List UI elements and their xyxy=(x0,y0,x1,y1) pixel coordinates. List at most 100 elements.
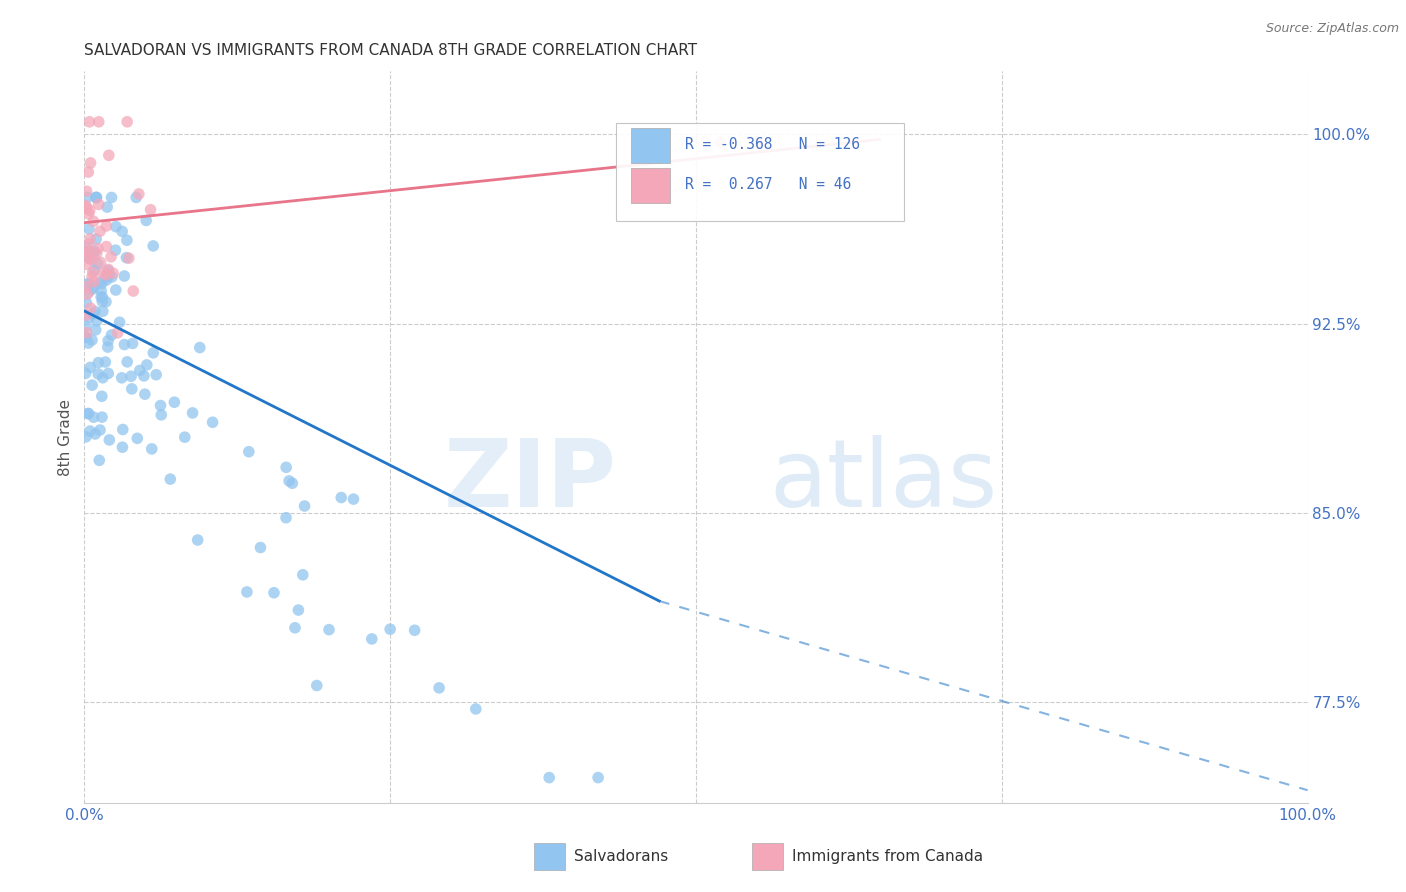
Point xyxy=(90,389,112,403)
Point xyxy=(77,222,100,236)
Point xyxy=(77,165,100,179)
Point xyxy=(96,239,118,253)
Point xyxy=(84,427,107,442)
Point xyxy=(96,219,118,233)
Point xyxy=(188,341,211,355)
Point xyxy=(238,444,260,458)
Point xyxy=(90,275,112,289)
Point xyxy=(97,269,120,284)
Point xyxy=(274,510,297,524)
Point xyxy=(97,340,120,354)
Point xyxy=(291,567,314,582)
Point xyxy=(134,387,156,401)
Point xyxy=(115,233,138,247)
Text: Salvadorans: Salvadorans xyxy=(574,849,668,863)
Point xyxy=(249,541,271,555)
Point xyxy=(89,453,111,467)
Point xyxy=(404,624,426,638)
Point xyxy=(145,368,167,382)
Point xyxy=(104,283,127,297)
Point xyxy=(278,474,301,488)
Point xyxy=(77,244,100,259)
Point xyxy=(104,243,127,257)
Text: R = -0.368   N = 126: R = -0.368 N = 126 xyxy=(685,137,860,152)
Point xyxy=(236,585,259,599)
Point xyxy=(75,257,97,271)
Point xyxy=(427,681,450,695)
Point xyxy=(86,190,108,204)
Point xyxy=(121,336,143,351)
Point xyxy=(305,679,328,693)
Point xyxy=(75,319,97,334)
Point xyxy=(97,262,120,277)
Point xyxy=(104,219,127,234)
Point xyxy=(115,251,138,265)
Point xyxy=(76,287,98,301)
Point xyxy=(464,702,486,716)
Point xyxy=(163,395,186,409)
Point xyxy=(538,771,561,785)
Point xyxy=(77,407,100,421)
Point xyxy=(82,280,104,294)
Point xyxy=(342,492,364,507)
Point xyxy=(380,622,402,636)
Point xyxy=(87,367,110,381)
Point xyxy=(586,771,609,785)
Point xyxy=(112,337,135,351)
Point xyxy=(142,346,165,360)
Point xyxy=(77,310,100,325)
Point xyxy=(96,200,118,214)
Text: R =  0.267   N = 46: R = 0.267 N = 46 xyxy=(685,178,851,193)
Point xyxy=(82,378,104,392)
Point xyxy=(75,308,97,322)
Point xyxy=(141,442,163,456)
Point xyxy=(86,314,108,328)
Point xyxy=(79,360,101,375)
Point xyxy=(84,323,107,337)
Text: atlas: atlas xyxy=(769,435,998,527)
Point xyxy=(75,277,97,292)
Point xyxy=(83,275,105,289)
Point xyxy=(77,336,100,351)
Point xyxy=(75,330,97,344)
Point xyxy=(79,252,101,266)
Point xyxy=(82,307,104,321)
Point xyxy=(91,410,114,425)
Point xyxy=(97,367,120,381)
Point xyxy=(76,240,98,254)
Point xyxy=(76,407,98,421)
Point xyxy=(108,315,131,329)
Point xyxy=(75,430,97,444)
Point xyxy=(79,115,101,129)
Point xyxy=(125,190,148,204)
Point xyxy=(263,586,285,600)
Point xyxy=(79,301,101,315)
Point xyxy=(90,255,112,269)
Point xyxy=(77,285,100,299)
Point xyxy=(135,213,157,227)
Point xyxy=(94,355,117,369)
Point xyxy=(284,621,307,635)
Point xyxy=(127,431,149,445)
Point xyxy=(83,244,105,259)
Point xyxy=(747,135,769,149)
Point xyxy=(101,270,124,285)
Point xyxy=(75,245,97,260)
Point xyxy=(76,201,98,215)
Point xyxy=(79,156,101,170)
Point xyxy=(87,197,110,211)
Point xyxy=(330,491,353,505)
Point xyxy=(79,232,101,246)
Point xyxy=(111,440,134,454)
Point xyxy=(100,250,122,264)
Point xyxy=(91,290,114,304)
FancyBboxPatch shape xyxy=(616,122,904,221)
Point xyxy=(201,415,224,429)
Point xyxy=(89,224,111,238)
Point xyxy=(84,304,107,318)
Point xyxy=(87,356,110,370)
Point xyxy=(84,190,107,204)
Point xyxy=(94,268,117,282)
Point xyxy=(132,368,155,383)
Point xyxy=(82,282,104,296)
